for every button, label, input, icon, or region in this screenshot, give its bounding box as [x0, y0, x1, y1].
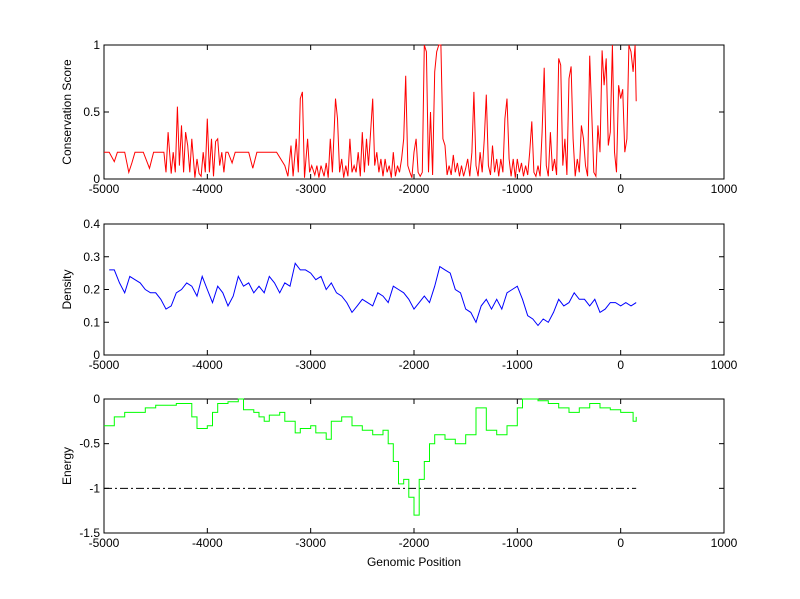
x-axis-label: Genomic Position — [367, 555, 461, 569]
y-tick-label: 0.4 — [83, 217, 100, 231]
y-tick-label: 0 — [93, 392, 100, 406]
y-tick-label: -1 — [89, 481, 100, 495]
x-tick-label: -5000 — [89, 182, 120, 196]
x-tick-label: -5000 — [89, 536, 120, 550]
x-tick-label: -5000 — [89, 358, 120, 372]
x-tick-label: 1000 — [711, 182, 738, 196]
y-axis-label: Density — [60, 269, 74, 309]
y-tick-label: 1 — [93, 38, 100, 52]
series-line — [109, 262, 637, 327]
x-tick-label: -3000 — [295, 536, 326, 550]
x-tick-label: -1000 — [502, 536, 533, 550]
panel-2: -5000 -4000 -3000 -2000 -1000 0 1000 0 0.1 0.2 0.3… — [60, 217, 738, 372]
y-tick-label: 0 — [93, 348, 100, 362]
x-tick-label: 0 — [617, 358, 624, 372]
x-tick-label: -1000 — [502, 182, 533, 196]
y-tick-label: 0.5 — [83, 105, 100, 119]
panel-1: -5000 -4000 -3000 -2000 -1000 0 1000 0 0.5 1 Conse… — [60, 38, 738, 196]
axes-box — [103, 223, 725, 356]
series-line — [104, 44, 637, 179]
x-tick-label: -4000 — [192, 182, 223, 196]
x-tick-label: -2000 — [399, 182, 430, 196]
x-tick-label: -2000 — [399, 536, 430, 550]
y-axis-label: Energy — [60, 447, 74, 485]
x-tick-label: -4000 — [192, 536, 223, 550]
y-tick-label: 0 — [93, 172, 100, 186]
x-tick-label: 0 — [617, 182, 624, 196]
y-tick-label: 0.1 — [83, 315, 100, 329]
x-tick-label: -1000 — [502, 358, 533, 372]
y-tick-label: -0.5 — [79, 437, 100, 451]
y-tick-label: 0.2 — [83, 283, 100, 297]
x-tick-label: -3000 — [295, 182, 326, 196]
y-tick-label: 0.3 — [83, 250, 100, 264]
panel-3: -5000 -4000 -3000 -2000 -1000 0 1000 0 -0.5 -1 -1.… — [60, 392, 738, 569]
x-tick-label: 1000 — [711, 358, 738, 372]
x-tick-label: 0 — [617, 536, 624, 550]
x-tick-label: 1000 — [711, 536, 738, 550]
x-tick-label: -2000 — [399, 358, 430, 372]
x-tick-label: -3000 — [295, 358, 326, 372]
y-tick-label: -1.5 — [79, 526, 100, 540]
y-axis-label: Conservation Score — [60, 59, 74, 165]
x-tick-label: -4000 — [192, 358, 223, 372]
series-line — [104, 398, 637, 516]
